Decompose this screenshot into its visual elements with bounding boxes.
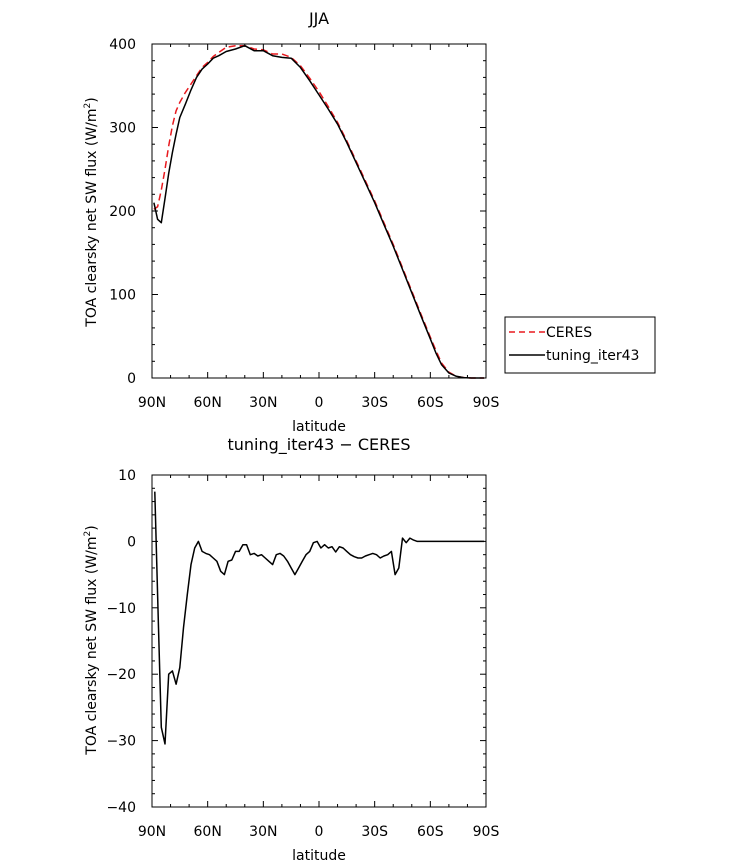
y-axis-label-text: TOA clearsky net SW flux (W/m xyxy=(84,536,100,755)
y-axis-label-superscript: 2 xyxy=(83,531,93,537)
x-axis-label: latitude xyxy=(292,419,346,435)
y-axis-label: TOA clearsky net SW flux (W/m2) xyxy=(83,97,100,327)
y-tick-label: −20 xyxy=(106,667,136,683)
y-tick-label: 300 xyxy=(109,121,136,137)
x-tick-label: 90S xyxy=(473,824,500,840)
y-tick-label: 0 xyxy=(127,534,136,550)
series-line-tuning-iter43 xyxy=(153,44,485,379)
x-tick-label: 60N xyxy=(194,824,222,840)
x-tick-label: 0 xyxy=(315,395,324,411)
x-tick-label: 30N xyxy=(249,824,277,840)
y-axis-label-superscript: 2 xyxy=(83,103,93,109)
x-tick-label: 0 xyxy=(315,824,324,840)
legend-label-model: tuning_iter43 xyxy=(546,348,639,364)
y-tick-label: 400 xyxy=(109,37,136,53)
y-tick-label: −40 xyxy=(106,800,136,816)
x-tick-label: 90N xyxy=(138,395,166,411)
x-tick-label: 60N xyxy=(194,395,222,411)
x-tick-label: 60S xyxy=(417,824,444,840)
legend-label-ceres: CERES xyxy=(546,325,592,341)
y-tick-label: 200 xyxy=(109,204,136,220)
x-tick-label: 30S xyxy=(361,824,388,840)
x-tick-label: 90S xyxy=(473,395,500,411)
plot-area: 90N 60N 30N 0 30S 60S 90S 0 100 200 300 400 xyxy=(109,37,499,411)
plot-frame xyxy=(151,474,487,808)
series-line-difference xyxy=(154,491,485,745)
y-tick-label: 10 xyxy=(118,468,136,484)
x-tick-label: 60S xyxy=(417,395,444,411)
x-tick-label: 30S xyxy=(361,395,388,411)
y-axis-label: TOA clearsky net SW flux (W/m2) xyxy=(83,525,100,755)
chart-panel-difference: tuning_iter43 − CERES 90N 60N 30N 0 30S 60S 90… xyxy=(83,435,499,864)
x-axis-label: latitude xyxy=(292,848,346,864)
chart-title: tuning_iter43 − CERES xyxy=(227,435,410,455)
x-tick-label: 90N xyxy=(138,824,166,840)
series-line-ceres xyxy=(153,44,485,379)
y-tick-label: −10 xyxy=(106,601,136,617)
chart-panel-seasonal-mean: JJA 90N 60N 30N 0 30S 60S 90S 0 100 200 300 400 lat… xyxy=(83,9,656,435)
y-axis-label-text: TOA clearsky net SW flux (W/m xyxy=(84,108,100,327)
x-tick-label: 30N xyxy=(249,395,277,411)
y-tick-label: 100 xyxy=(109,288,136,304)
y-axis-label-end: ) xyxy=(84,525,100,530)
legend: CERES tuning_iter43 xyxy=(504,316,656,374)
y-axis-label-end: ) xyxy=(84,97,100,102)
y-tick-label: 0 xyxy=(127,371,136,387)
plot-area: 90N 60N 30N 0 30S 60S 90S 10 0 −10 −20 −30 −40 xyxy=(106,468,499,840)
legend-box xyxy=(504,316,656,374)
y-tick-label: −30 xyxy=(106,734,136,750)
chart-title: JJA xyxy=(308,9,329,28)
